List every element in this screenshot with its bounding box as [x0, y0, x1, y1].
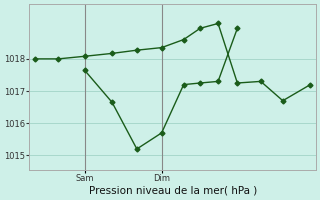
- X-axis label: Pression niveau de la mer( hPa ): Pression niveau de la mer( hPa ): [89, 186, 257, 196]
